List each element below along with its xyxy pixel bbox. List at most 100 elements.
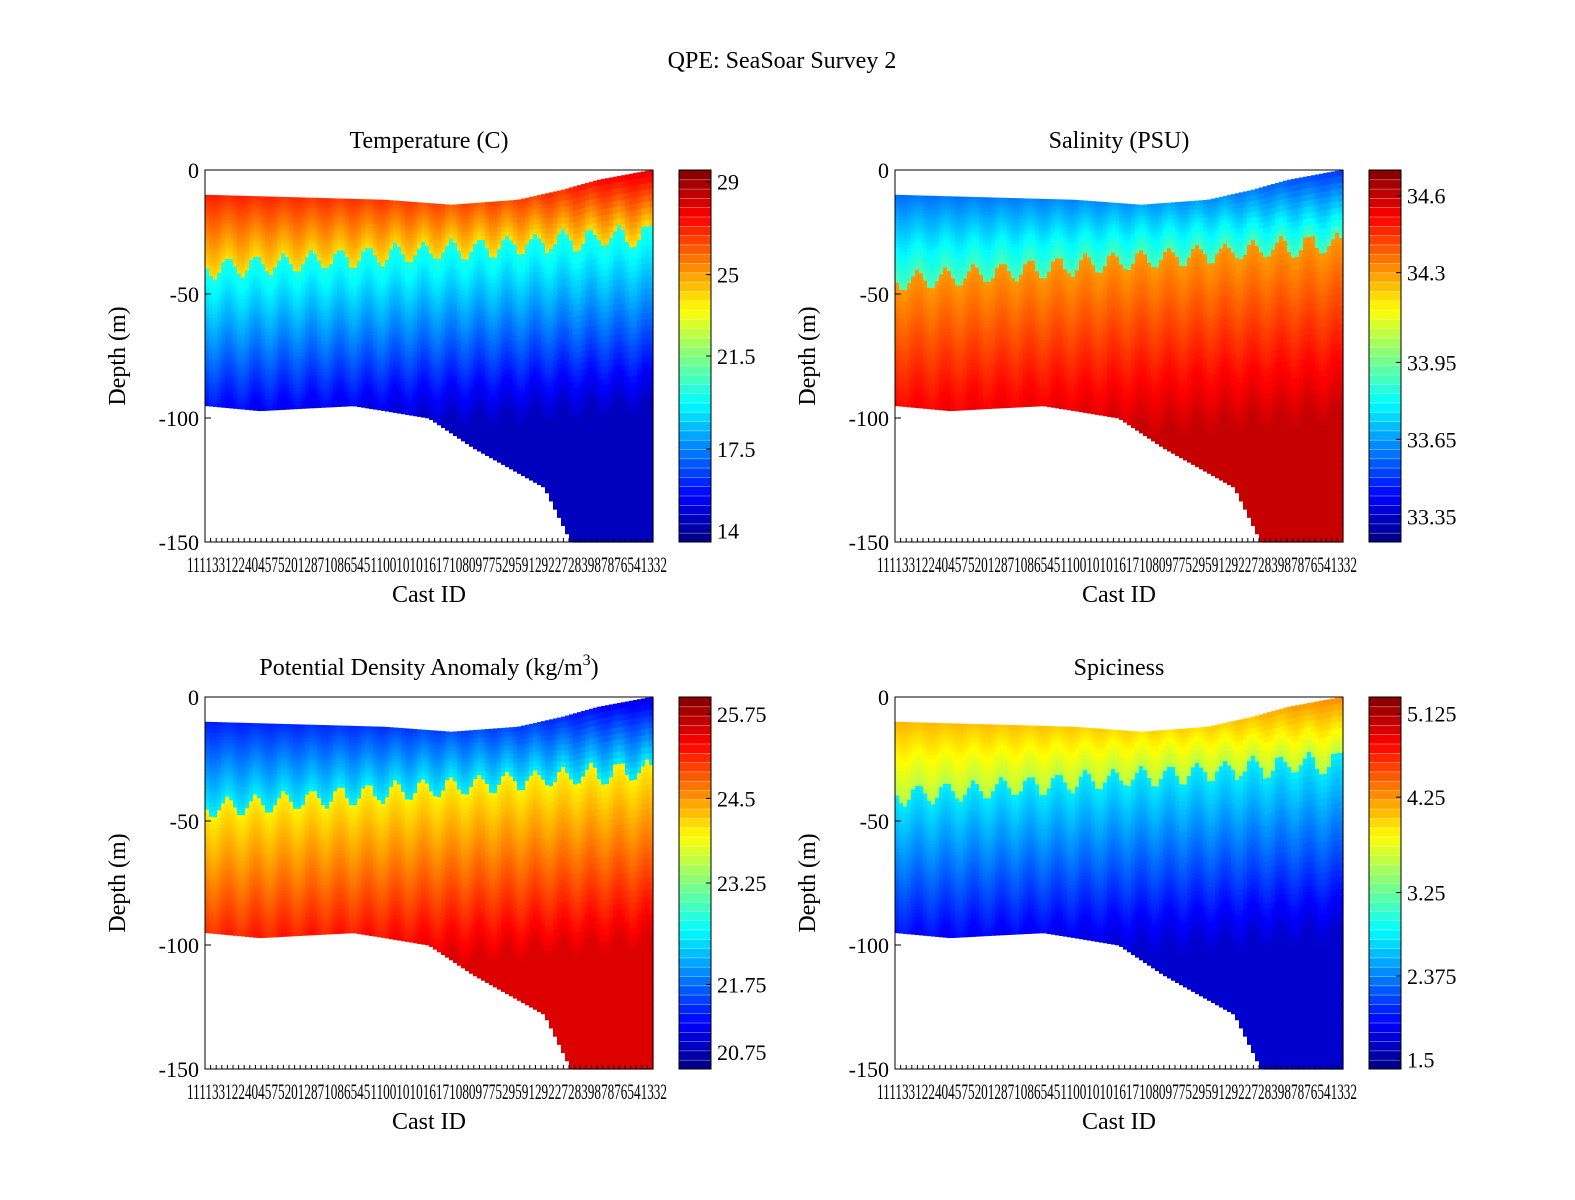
contour-cell — [297, 335, 302, 339]
contour-cell — [237, 295, 242, 299]
contour-cell — [225, 266, 230, 270]
contour-cell — [261, 228, 266, 232]
contour-cell — [241, 302, 246, 306]
contour-cell — [233, 259, 238, 263]
contour-cell — [257, 278, 262, 282]
contour-cell — [269, 385, 274, 389]
contour-cell — [253, 328, 258, 332]
contour-cell — [285, 208, 290, 212]
contour-cell — [221, 294, 226, 298]
contour-cell — [285, 402, 290, 406]
contour-cell — [277, 239, 282, 243]
contour-cell — [217, 368, 222, 372]
contour-cell — [265, 353, 270, 357]
contour-cell — [237, 366, 242, 370]
contour-cell — [217, 393, 222, 397]
contour-cell — [277, 363, 282, 367]
contour-cell — [221, 326, 226, 330]
contour-cell — [241, 306, 246, 310]
contour-cell — [221, 245, 226, 249]
contour-cell — [309, 243, 314, 247]
contour-cell — [217, 361, 222, 365]
contour-cell — [277, 367, 282, 371]
contour-cell — [209, 290, 214, 294]
contour-cell — [265, 343, 270, 347]
contour-cell — [297, 380, 302, 384]
contour-cell — [305, 352, 310, 356]
contour-cell — [265, 236, 270, 240]
contour-cell — [213, 294, 218, 298]
contour-cell — [213, 346, 218, 350]
contour-cell — [225, 312, 230, 316]
contour-cell — [233, 213, 238, 217]
contour-cell — [245, 221, 250, 225]
contour-cell — [257, 275, 262, 279]
contour-cell — [277, 378, 282, 382]
contour-cell — [273, 399, 278, 403]
contour-cell — [237, 203, 242, 207]
contour-cell — [249, 196, 254, 200]
contour-cell — [209, 205, 214, 209]
contour-cell — [229, 203, 234, 207]
contour-cell — [221, 358, 226, 362]
contour-cell — [305, 243, 310, 247]
contour-cell — [293, 317, 298, 321]
contour-cell — [241, 363, 246, 367]
contour-cell — [277, 399, 282, 403]
contour-cell — [265, 296, 270, 300]
contour-cell — [253, 385, 258, 389]
contour-cell — [293, 384, 298, 388]
contour-cell — [205, 367, 210, 371]
contour-cell — [305, 401, 310, 405]
contour-cell — [205, 385, 210, 389]
contour-cell — [301, 268, 306, 272]
contour-cell — [257, 321, 262, 325]
contour-cell — [213, 392, 218, 396]
contour-cell — [261, 225, 266, 229]
contour-cell — [281, 200, 286, 204]
contour-cell — [221, 287, 226, 291]
contour-cell — [297, 370, 302, 374]
contour-cell — [261, 239, 266, 243]
contour-cell — [277, 285, 282, 289]
contour-cell — [221, 336, 226, 340]
contour-cell — [301, 257, 306, 261]
contour-cell — [281, 360, 286, 364]
contour-cell — [269, 253, 274, 257]
contour-cell — [225, 245, 230, 249]
contour-cell — [293, 208, 298, 212]
contour-cell — [209, 198, 214, 202]
contour-cell — [245, 292, 250, 296]
contour-cell — [225, 263, 230, 267]
contour-cell — [209, 385, 214, 389]
contour-cell — [265, 300, 270, 304]
contour-cell — [225, 305, 230, 309]
contour-cell — [205, 255, 210, 259]
contour-cell — [221, 340, 226, 344]
contour-cell — [305, 289, 310, 293]
contour-cell — [305, 201, 310, 205]
contour-cell — [281, 377, 286, 381]
contour-cell — [233, 263, 238, 267]
contour-cell — [273, 239, 278, 243]
contour-cell — [293, 349, 298, 353]
contour-cell — [221, 393, 226, 397]
contour-cell — [301, 261, 306, 265]
contour-cell — [213, 202, 218, 206]
contour-cell — [225, 301, 230, 305]
contour-cell — [305, 233, 310, 237]
contour-cell — [245, 249, 250, 253]
contour-cell — [221, 195, 226, 199]
contour-cell — [261, 282, 266, 286]
contour-cell — [249, 239, 254, 243]
contour-cell — [261, 289, 266, 293]
contour-cell — [293, 324, 298, 328]
contour-cell — [237, 359, 242, 363]
contour-cell — [261, 353, 266, 357]
contour-cell — [221, 347, 226, 351]
contour-cell — [249, 378, 254, 382]
contour-cell — [273, 243, 278, 247]
contour-cell — [221, 305, 226, 309]
contour-cell — [289, 289, 294, 293]
contour-cell — [205, 399, 210, 403]
